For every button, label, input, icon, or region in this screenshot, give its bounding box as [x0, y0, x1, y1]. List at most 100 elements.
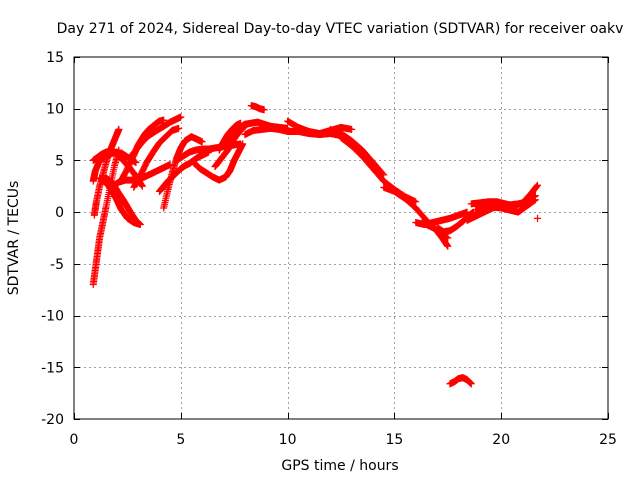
data-point [358, 146, 376, 165]
data-point [510, 199, 526, 210]
data-point [534, 214, 542, 222]
data-point [153, 164, 167, 175]
series-arc-ad [446, 374, 475, 388]
data-point [173, 153, 186, 164]
y-tick-label: 10 [46, 102, 64, 118]
data-point [412, 204, 429, 223]
data-point [237, 121, 248, 131]
x-tick-label: 0 [70, 432, 79, 448]
data-point [348, 137, 365, 153]
data-point [190, 158, 203, 172]
x-tick-label: 25 [599, 432, 617, 448]
x-axis-label: GPS time / hours [281, 458, 398, 474]
data-point [369, 158, 387, 178]
data-point [217, 147, 231, 162]
data-point [446, 223, 460, 235]
data-point [187, 133, 201, 143]
data-point [115, 190, 127, 203]
plot-frame [73, 56, 609, 420]
data-point [437, 233, 451, 249]
data-point [151, 123, 167, 135]
data-point [155, 133, 169, 147]
data-point [99, 205, 110, 226]
data-point [514, 203, 530, 216]
y-tick-label: 15 [46, 50, 64, 66]
series-arc-z [412, 208, 471, 229]
data-point [463, 376, 475, 387]
data-point [232, 124, 244, 135]
data-point [202, 169, 216, 181]
data-point [91, 157, 103, 175]
x-tick-label: 10 [279, 432, 297, 448]
data-point [224, 134, 236, 149]
y-tick-label: 0 [55, 205, 64, 221]
data-point [294, 123, 312, 135]
data-point [123, 203, 135, 217]
data-point [111, 148, 122, 159]
data-point [132, 139, 146, 154]
data-point [115, 151, 127, 164]
data-point [230, 149, 242, 164]
data-point [380, 183, 397, 195]
data-point [222, 167, 234, 181]
data-point [260, 106, 268, 114]
series-arc-j [130, 124, 183, 191]
data-point [527, 182, 541, 198]
data-point [177, 138, 189, 152]
data-point [472, 209, 487, 220]
y-tick-label: -20 [41, 412, 64, 428]
data-point [326, 125, 344, 137]
data-point [531, 196, 539, 204]
y-tick-label: -15 [41, 360, 64, 376]
data-point [284, 117, 301, 131]
data-point [215, 139, 227, 154]
chart-title: Day 271 of 2024, Sidereal Day-to-day VTE… [57, 21, 624, 37]
data-point [130, 173, 144, 191]
data-point [147, 167, 161, 178]
data-point [534, 181, 542, 189]
data-point [123, 214, 137, 226]
data-point [198, 138, 206, 146]
series-arc-ab [467, 181, 542, 210]
data-point [175, 124, 183, 132]
data-point [337, 134, 355, 149]
data-point [164, 173, 176, 185]
data-point [228, 122, 240, 133]
data-point [143, 149, 156, 166]
data-point [452, 218, 466, 231]
data-point [316, 127, 333, 138]
data-point [228, 128, 240, 142]
data-point [160, 119, 173, 130]
data-point [108, 179, 122, 190]
data-point [168, 156, 180, 177]
data-point [93, 151, 105, 161]
data-point [444, 242, 452, 250]
data-point [162, 127, 176, 141]
data-point [215, 173, 229, 184]
data-point [179, 149, 193, 160]
data-point [136, 221, 144, 229]
series-arc-u [326, 125, 388, 179]
data-point [108, 187, 120, 203]
data-point [241, 127, 257, 139]
data-point [401, 195, 419, 211]
series-arc-ae [534, 214, 542, 222]
series-arc-ac [472, 196, 539, 216]
data-point [138, 132, 152, 146]
data-point [151, 117, 163, 128]
data-point [523, 196, 539, 210]
data-points [89, 102, 542, 388]
data-point [145, 121, 159, 133]
series-arc-r [247, 102, 268, 114]
data-point [467, 380, 475, 388]
data-point [160, 178, 172, 190]
data-point [226, 157, 238, 175]
x-tick-label: 20 [492, 432, 510, 448]
data-point [136, 160, 150, 180]
grid-lines [74, 57, 608, 419]
data-point [234, 141, 246, 156]
data-point [117, 166, 131, 185]
data-point [450, 375, 462, 386]
y-axis-label: SDTVAR / TECUs [6, 181, 22, 296]
